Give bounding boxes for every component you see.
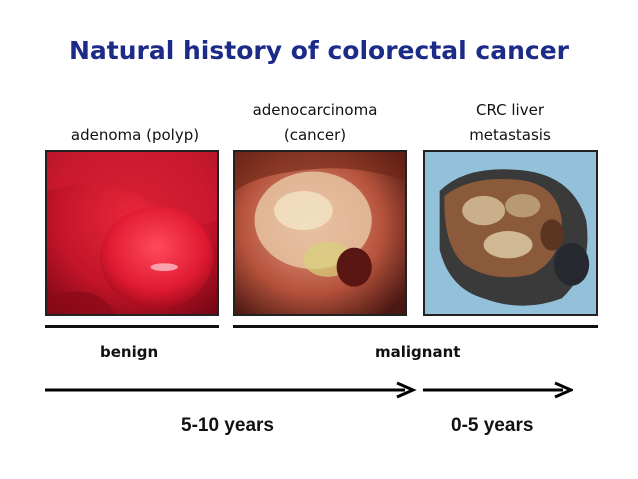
stage-label-adenocarcinoma-line2: (cancer) [283,126,347,144]
malignant-divider [233,325,598,328]
stage-label-metastasis-line2: metastasis [469,126,551,144]
benign-label: benign [100,343,159,361]
duration-second: 0-5 years [451,415,534,436]
adenoma-photo [45,150,219,316]
benign-divider [45,325,219,328]
timeline-arrow-second [423,381,573,399]
stage-label-adenoma: adenoma (polyp) [45,120,225,145]
adenocarcinoma-photo [233,150,407,316]
stage-label-adenocarcinoma-line1: adenocarcinoma [252,101,378,119]
stage-label-adenoma-line2: adenoma (polyp) [70,126,200,144]
stage-label-metastasis-line1: CRC liver [476,101,544,119]
stage-label-metastasis: CRC liver metastasis [420,100,600,145]
malignant-label: malignant [375,343,461,361]
slide-title: Natural history of colorectal cancer [69,36,569,65]
liver-metastasis-photo [423,150,598,316]
stage-label-adenocarcinoma: adenocarcinoma (cancer) [225,100,405,145]
duration-first: 5-10 years [181,415,274,436]
timeline-arrow-first [45,381,417,399]
